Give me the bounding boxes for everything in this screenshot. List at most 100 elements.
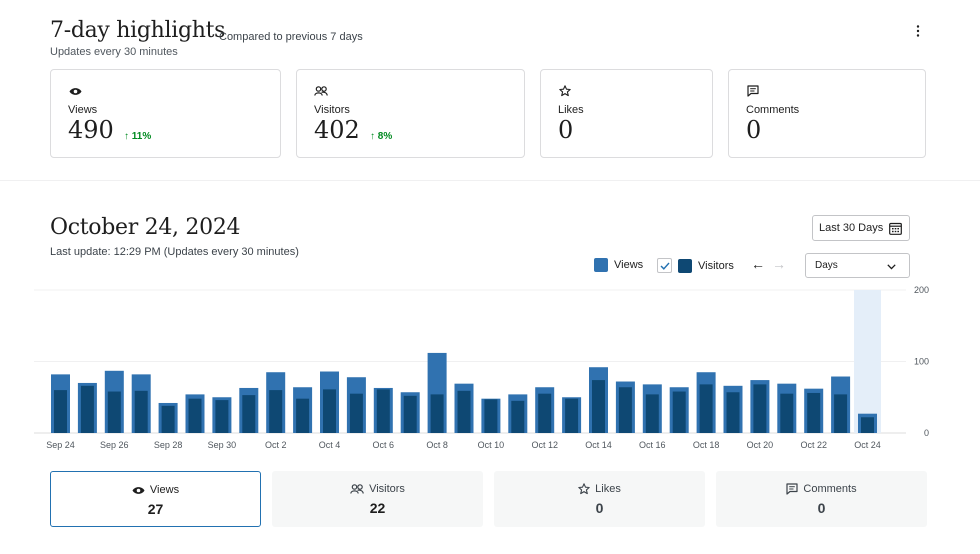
interval-select-value: Days: [815, 260, 838, 271]
card-delta: ↑ 11%: [124, 131, 151, 142]
card-label: Visitors: [314, 104, 350, 116]
x-tick-label: Oct 20: [747, 440, 774, 450]
visitors-bar: [161, 405, 175, 433]
visitors-bar: [376, 389, 390, 433]
people-icon: [350, 484, 364, 494]
visitors-bar: [753, 384, 767, 433]
x-tick-label: Oct 10: [478, 440, 505, 450]
visitors-bar: [834, 394, 848, 433]
highlights-compare-text: Compared to previous 7 days: [219, 31, 363, 43]
comment-icon: [786, 483, 799, 495]
visitors-bar: [349, 393, 363, 433]
chevron-down-icon: [887, 262, 896, 273]
card-delta-value: 11%: [131, 131, 152, 142]
visitors-bar: [80, 385, 94, 433]
period-date-title: October 24, 2024: [50, 215, 241, 240]
tab-comments[interactable]: Comments 0: [716, 471, 927, 527]
highlight-card-visitors: Visitors 402 ↑ 8%: [296, 69, 525, 158]
card-label: Likes: [558, 104, 584, 116]
tab-value: 27: [147, 501, 164, 517]
tab-label: Views: [149, 484, 180, 496]
visitors-bar: [538, 393, 552, 433]
y-tick-label: 200: [914, 285, 929, 295]
eye-icon: [132, 486, 145, 494]
visitors-bar: [780, 393, 794, 433]
visitors-bar: [484, 399, 498, 433]
legend-visitors[interactable]: Visitors: [657, 258, 734, 273]
visitors-bar: [242, 395, 256, 433]
tab-value: 0: [817, 500, 826, 516]
visitors-bar: [592, 380, 605, 433]
legend-visitors-label: Visitors: [698, 259, 734, 272]
calendar-icon: [889, 222, 902, 238]
card-value: 402: [314, 116, 360, 144]
next-period-arrow-icon[interactable]: →: [772, 256, 786, 272]
previous-period-arrow-icon[interactable]: ←: [751, 256, 765, 272]
card-label: Comments: [746, 104, 800, 116]
tab-views[interactable]: Views 27: [50, 471, 261, 527]
tab-visitors[interactable]: Visitors 22: [272, 471, 483, 527]
visitors-bar: [54, 390, 67, 433]
tab-label: Comments: [803, 483, 857, 495]
x-tick-label: Oct 22: [800, 440, 827, 450]
visitors-bar: [672, 391, 686, 433]
highlight-card-comments: Comments 0: [728, 69, 926, 158]
x-tick-label: Oct 6: [373, 440, 395, 450]
y-tick-label: 100: [914, 357, 929, 367]
highlight-card-views: Views 490 ↑ 11%: [50, 69, 281, 158]
interval-select[interactable]: Days: [805, 253, 910, 278]
x-tick-label: Oct 14: [585, 440, 612, 450]
card-delta: ↑ 8%: [370, 131, 392, 142]
visitors-bar: [323, 389, 336, 433]
visitors-bar: [645, 394, 659, 433]
highlights-title: 7-day highlights: [50, 18, 226, 43]
comment-icon: [746, 84, 760, 98]
visitors-bar: [618, 387, 632, 433]
selected-day-highlight: [854, 290, 881, 433]
visitors-bar: [296, 398, 310, 433]
x-tick-label: Oct 12: [531, 440, 558, 450]
eye-icon: [68, 84, 82, 98]
visitors-bar: [807, 392, 821, 433]
legend-views: Views: [594, 258, 643, 272]
visitors-checkbox[interactable]: [657, 258, 672, 273]
tab-likes[interactable]: Likes 0: [494, 471, 705, 527]
star-icon: [578, 483, 590, 495]
legend-views-label: Views: [614, 259, 644, 271]
views-visitors-bar-chart: 200 100 0 Sep 24 Sep 26 Sep 28 Sep 30 Oct 2 Oct …: [34, 285, 929, 450]
card-label: Views: [68, 104, 98, 116]
arrow-up-icon: ↑: [124, 131, 132, 142]
x-tick-label: Oct 2: [265, 440, 287, 450]
star-icon: [558, 84, 572, 98]
last-update-text: Last update: 12:29 PM (Updates every 30 …: [50, 246, 299, 258]
x-tick-label: Oct 16: [639, 440, 666, 450]
visitors-bar: [134, 390, 148, 433]
tab-value: 22: [369, 500, 386, 516]
people-icon: [314, 84, 328, 98]
more-vertical-icon: [916, 25, 920, 37]
visitors-bar: [565, 398, 579, 433]
visitors-bar: [269, 390, 283, 433]
x-tick-label: Sep 24: [46, 440, 75, 450]
card-value: 0: [746, 116, 762, 144]
visitors-bar: [726, 392, 740, 433]
card-value: 0: [558, 116, 574, 144]
visitors-bar: [430, 394, 444, 433]
x-tick-label: Oct 4: [319, 440, 341, 450]
highlights-updates-text: Updates every 30 minutes: [50, 46, 178, 58]
date-range-label: Last 30 Days: [819, 222, 884, 234]
visitors-bar: [107, 391, 121, 433]
x-tick-label: Sep 28: [154, 440, 183, 450]
y-tick-label: 0: [924, 428, 929, 438]
visitors-bar: [457, 390, 471, 433]
date-range-button[interactable]: Last 30 Days: [812, 215, 910, 241]
card-value: 490: [68, 116, 114, 144]
checkmark-icon: [660, 262, 670, 270]
legend-views-swatch: [594, 258, 608, 272]
section-divider: [0, 180, 980, 181]
more-options-button[interactable]: [910, 22, 926, 40]
visitors-bar: [215, 400, 229, 433]
visitors-bar: [699, 384, 713, 433]
visitors-bar: [511, 400, 525, 433]
card-delta-value: 8%: [377, 131, 393, 142]
